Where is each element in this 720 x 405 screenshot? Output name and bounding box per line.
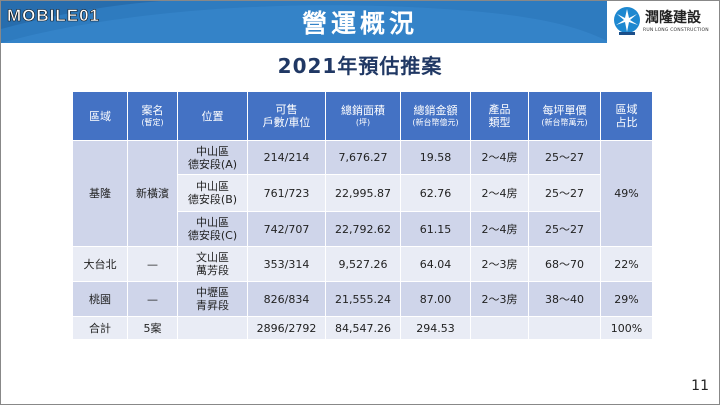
cell-price: 25～27: [528, 140, 601, 175]
cell-project: 新橫濱: [127, 140, 178, 247]
header-type: 產品 類型: [470, 91, 529, 141]
cell-price: 25～27: [528, 211, 601, 247]
cell-location: 中山區 德安段(B): [177, 174, 248, 212]
cell-units: 353/314: [247, 246, 326, 282]
header-share: 區域 占比: [600, 91, 653, 141]
cell-price: 25～27: [528, 174, 601, 212]
cell-share: 29%: [600, 281, 653, 317]
cell-total-area: 84,547.26: [325, 316, 401, 340]
cell-location: 文山區 萬芳段: [177, 246, 248, 282]
cell-type: 2～3房: [470, 246, 529, 282]
table-total-row: 合計 5案 2896/2792 84,547.26 294.53 100%: [72, 316, 653, 340]
cell-units: 742/707: [247, 211, 326, 247]
cell-total-units: 2896/2792: [247, 316, 326, 340]
table-row: 大台北 — 文山區 萬芳段 353/314 9,527.26 64.04 2～3房…: [72, 246, 653, 282]
cell-amount: 64.04: [400, 246, 471, 282]
page-title: 營運概況: [301, 9, 418, 38]
header-project: 案名 (暫定): [127, 91, 178, 141]
cell-type: 2～4房: [470, 174, 529, 212]
header-price: 每坪單價 (新台幣萬元): [528, 91, 601, 141]
watermark: MOBILE01: [7, 6, 101, 26]
cell-type: 2～4房: [470, 140, 529, 175]
project-table: 區域 案名 (暫定) 位置 可售 戶數/車位 總銷面積 (坪) 總銷金額 (新台幣億元)…: [72, 91, 653, 340]
cell-region: 大台北: [72, 246, 128, 282]
header-region: 區域: [72, 91, 128, 141]
logo-icon: [614, 7, 640, 35]
cell-type: 2～3房: [470, 281, 529, 317]
table-header-row: 區域 案名 (暫定) 位置 可售 戶數/車位 總銷面積 (坪) 總銷金額 (新台幣億元)…: [72, 91, 653, 141]
slide-subtitle: 2021年預估推案: [277, 54, 443, 78]
header-area: 總銷面積 (坪): [325, 91, 401, 141]
cell-location: 中山區 德安段(C): [177, 211, 248, 247]
cell-project: —: [127, 281, 178, 317]
cell-region: 基隆: [72, 140, 128, 247]
cell-area: 9,527.26: [325, 246, 401, 282]
cell-total-label: 合計: [72, 316, 128, 340]
cell-region: 桃園: [72, 281, 128, 317]
cell-area: 21,555.24: [325, 281, 401, 317]
cell-amount: 87.00: [400, 281, 471, 317]
header-units: 可售 戶數/車位: [247, 91, 326, 141]
cell-amount: 62.76: [400, 174, 471, 212]
cell-total-price: [528, 316, 601, 340]
cell-total-amount: 294.53: [400, 316, 471, 340]
cell-amount: 61.15: [400, 211, 471, 247]
cell-units: 826/834: [247, 281, 326, 317]
cell-units: 214/214: [247, 140, 326, 175]
cell-location: 中山區 德安段(A): [177, 140, 248, 175]
table-row: 桃園 — 中壢區 青昇段 826/834 21,555.24 87.00 2～3房…: [72, 281, 653, 317]
logo-name: 潤隆建設: [645, 10, 701, 26]
cell-share: 22%: [600, 246, 653, 282]
header-amount: 總銷金額 (新台幣億元): [400, 91, 471, 141]
page-number: 11: [691, 378, 709, 394]
cell-area: 7,676.27: [325, 140, 401, 175]
cell-type: 2～4房: [470, 211, 529, 247]
header-decoration: [1, 1, 719, 43]
header-location: 位置: [177, 91, 248, 141]
cell-total-projects: 5案: [127, 316, 178, 340]
cell-project: —: [127, 246, 178, 282]
cell-total-type: [470, 316, 529, 340]
company-logo: 潤隆建設 RUN LONG CONSTRUCTION: [607, 1, 719, 43]
cell-area: 22,995.87: [325, 174, 401, 212]
header-bar: MOBILE01 營運概況 潤隆建設 RUN LONG CONSTRUCTION: [1, 1, 719, 43]
cell-total-share: 100%: [600, 316, 653, 340]
cell-price: 38～40: [528, 281, 601, 317]
cell-total-location: [177, 316, 248, 340]
cell-units: 761/723: [247, 174, 326, 212]
table-row: 基隆 新橫濱 中山區 德安段(A) 214/214 7,676.27 19.58 …: [72, 140, 653, 247]
cell-location: 中壢區 青昇段: [177, 281, 248, 317]
cell-area: 22,792.62: [325, 211, 401, 247]
cell-price: 68～70: [528, 246, 601, 282]
cell-share: 49%: [600, 140, 653, 247]
table-row: 中山區 德安段(C) 742/707 22,792.62 61.15 2～4房 2…: [73, 211, 653, 247]
cell-amount: 19.58: [400, 140, 471, 175]
logo-subtitle: RUN LONG CONSTRUCTION: [643, 28, 709, 33]
